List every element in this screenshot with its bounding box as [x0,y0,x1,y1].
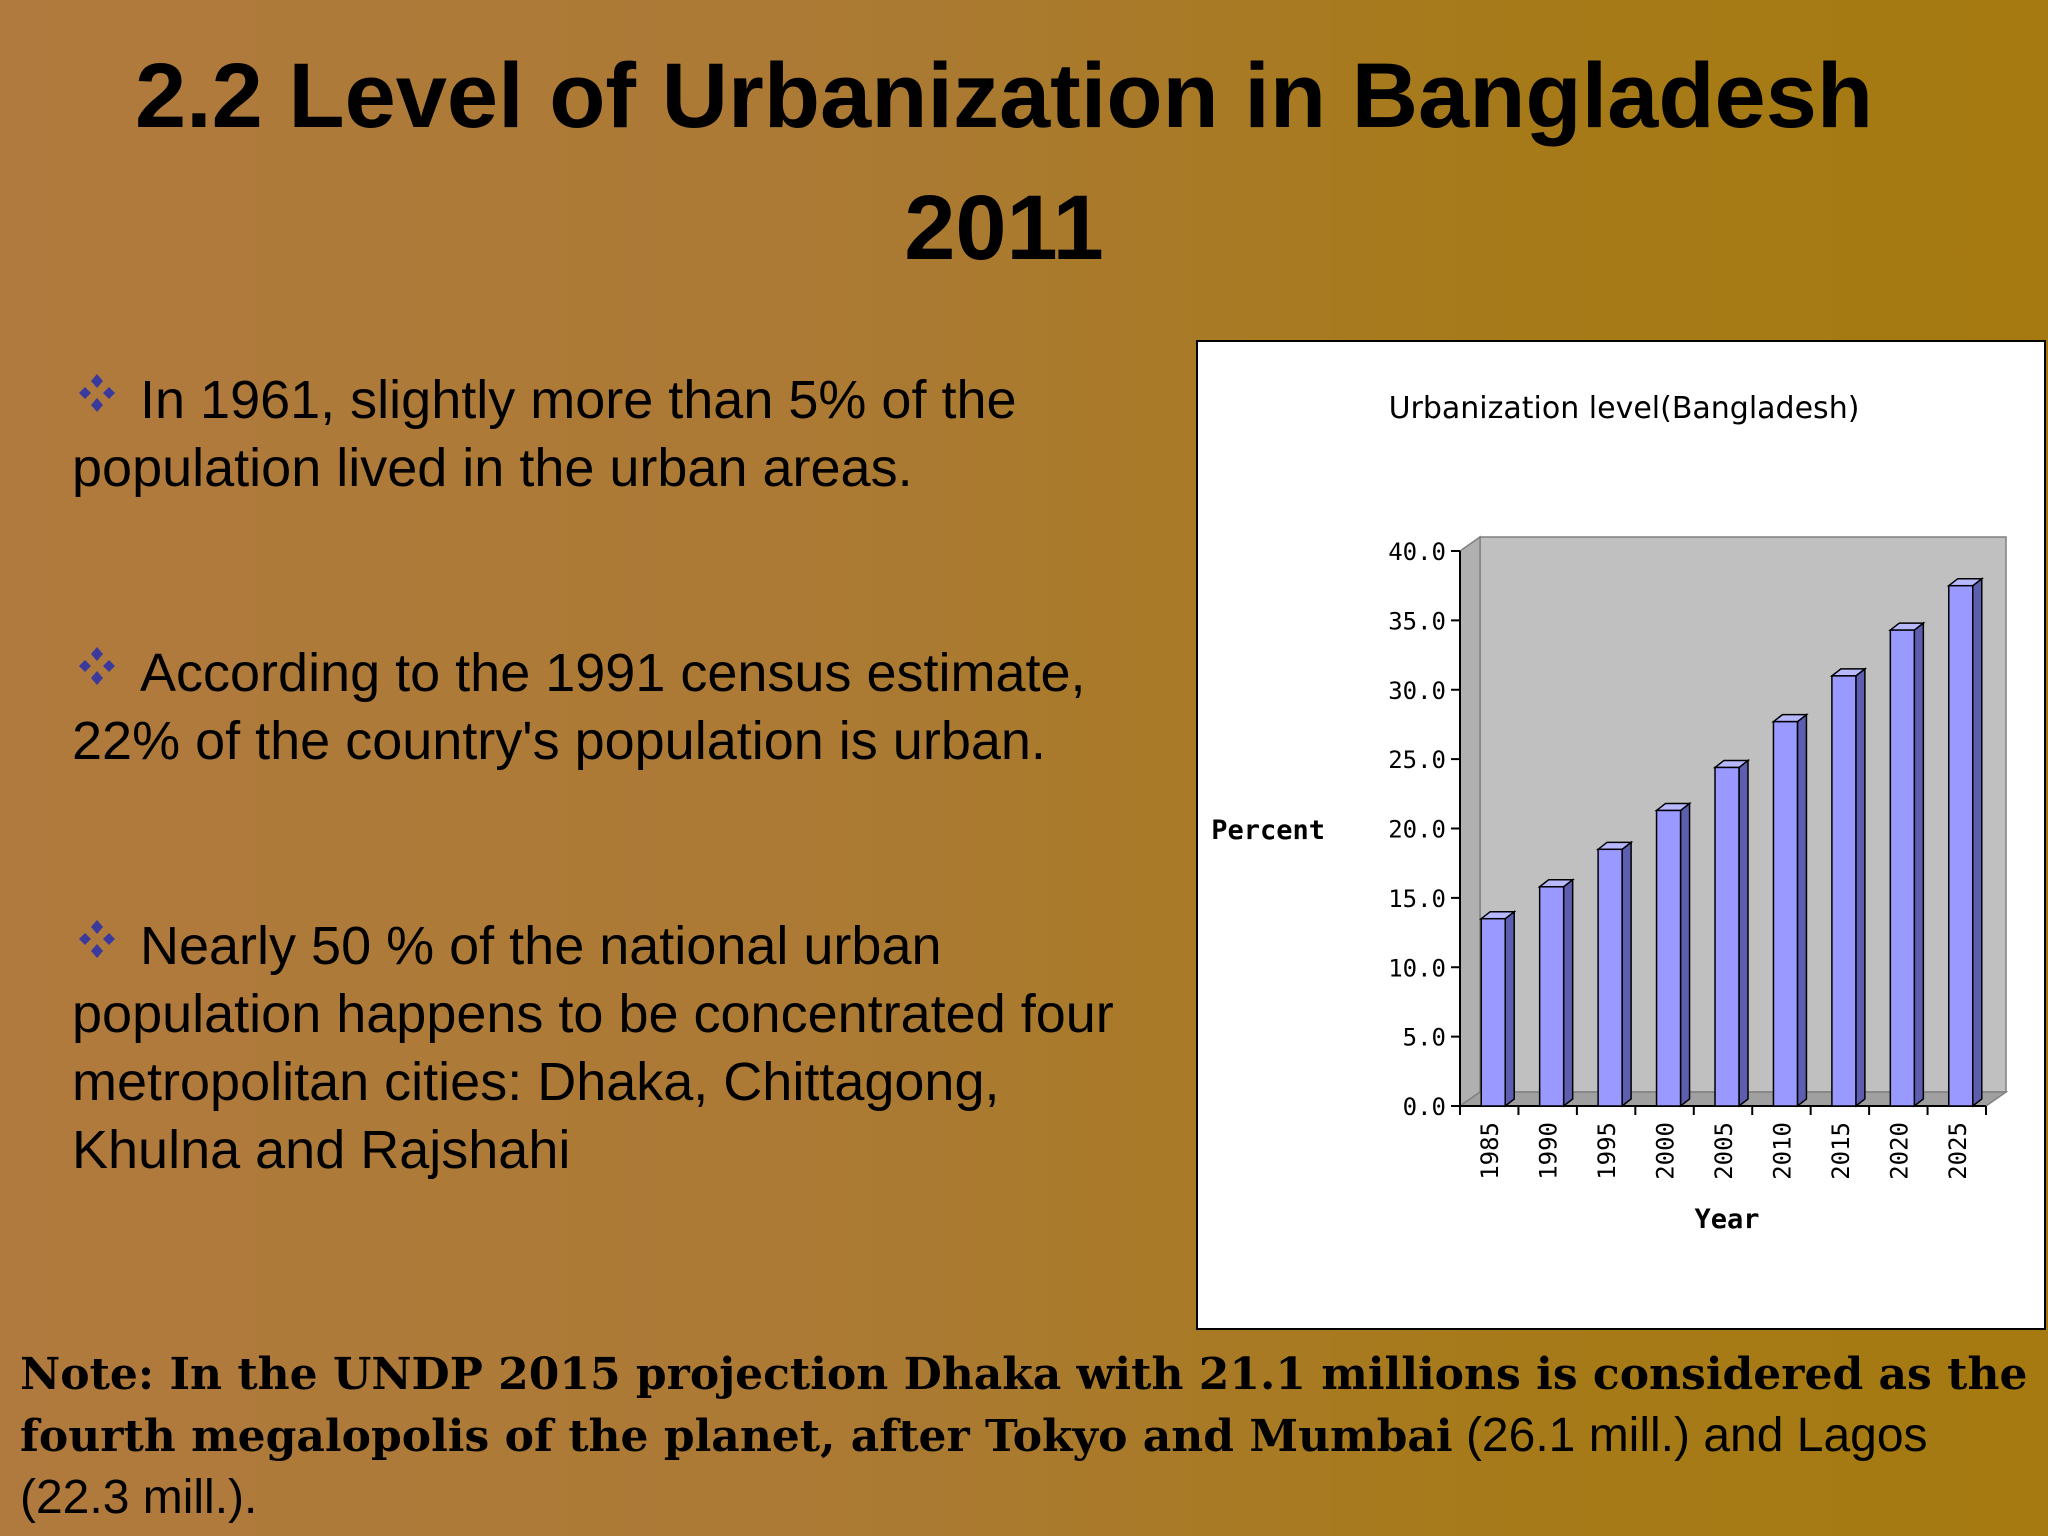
bar-side [1505,912,1514,1106]
four-diamond-icon [76,372,118,414]
y-tick-label: 25.0 [1388,746,1446,774]
bullet-text: In 1961, slightly more than 5% of the po… [72,366,1172,502]
x-tick-label: 1990 [1535,1122,1563,1180]
bar-side [1973,579,1982,1106]
bullet-text: According to the 1991 census estimate, 2… [72,639,1172,775]
bar-side [1856,669,1865,1106]
bar-side [1622,842,1631,1106]
bar [1598,849,1622,1106]
bar [1890,630,1914,1106]
bar-side [1681,803,1690,1106]
footnote: Note: In the UNDP 2015 projection Dhaka … [20,1343,2030,1528]
x-tick-label: 1985 [1476,1122,1504,1180]
bar [1773,722,1797,1106]
bar [1832,676,1856,1106]
bullet-text: Nearly 50 % of the national urban popula… [72,912,1172,1184]
bar [1715,767,1739,1106]
bullet-item: According to the 1991 census estimate, 2… [72,639,1172,775]
bullet-item: In 1961, slightly more than 5% of the po… [72,366,1172,502]
y-tick-label: 0.0 [1403,1093,1446,1121]
x-axis-label: Year [1694,1204,1759,1235]
bar-side [1739,760,1748,1106]
chart-panel: Urbanization level(Bangladesh) Percent Y… [1196,340,2046,1330]
x-tick-label: 2000 [1652,1122,1680,1180]
bar [1657,810,1681,1106]
y-tick-label: 40.0 [1388,538,1446,566]
bar-side [1564,880,1573,1106]
y-tick-label: 10.0 [1388,954,1446,982]
y-axis-label: Percent [1211,815,1325,846]
y-tick-label: 35.0 [1388,607,1446,635]
bar [1949,586,1973,1106]
slide-title-line2: 2011 [0,162,2008,294]
x-tick-label: 2020 [1885,1122,1913,1180]
y-tick-label: 15.0 [1388,885,1446,913]
bullet-item: Nearly 50 % of the national urban popula… [72,912,1172,1184]
x-tick-label: 2010 [1768,1122,1796,1180]
y-tick-label: 30.0 [1388,677,1446,705]
chart-title: Urbanization level(Bangladesh) [1389,391,1860,426]
four-diamond-icon [76,918,118,960]
y-tick-label: 5.0 [1403,1024,1446,1052]
x-tick-label: 2015 [1827,1122,1855,1180]
four-diamond-icon [76,645,118,687]
slide-title-line1: 2.2 Level of Urbanization in Bangladesh [0,30,2008,162]
x-tick-label: 2005 [1710,1122,1738,1180]
plot-side-wall [1460,537,1480,1106]
slide-title: 2.2 Level of Urbanization in Bangladesh … [0,30,2008,294]
x-tick-label: 1995 [1593,1122,1621,1180]
bar [1540,887,1564,1106]
y-tick-label: 20.0 [1388,816,1446,844]
bar-side [1914,623,1923,1106]
bar-side [1797,715,1806,1106]
x-tick-label: 2025 [1944,1122,1972,1180]
bar-chart: Urbanization level(Bangladesh) Percent Y… [1198,342,2044,1328]
bar [1481,919,1505,1106]
